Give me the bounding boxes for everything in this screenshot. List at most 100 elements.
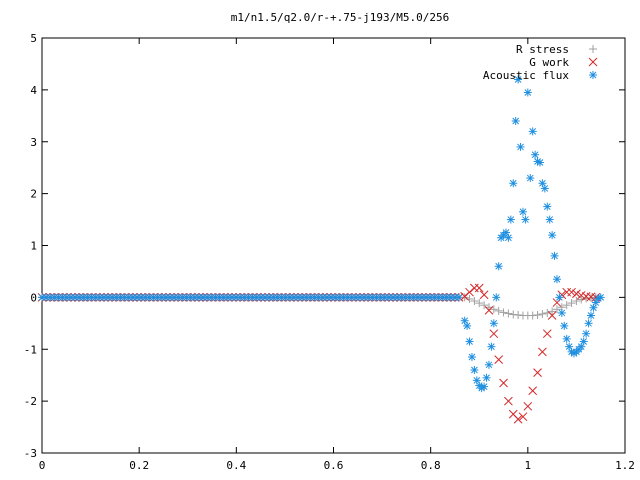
point-star	[596, 293, 605, 302]
point-plus	[548, 307, 557, 316]
point-star	[535, 158, 544, 167]
point-plus	[475, 299, 484, 308]
point-star	[463, 321, 472, 330]
point-cross	[533, 368, 542, 377]
x-tick-label: 0.2	[129, 459, 149, 472]
point-star	[480, 382, 489, 391]
point-plus	[494, 306, 503, 315]
legend-marker-star	[589, 71, 597, 79]
point-plus	[470, 297, 479, 306]
point-cross	[528, 386, 538, 396]
data-marks	[37, 75, 605, 424]
point-star	[470, 366, 479, 374]
x-tick-label: 1.2	[615, 459, 635, 472]
point-star	[584, 319, 593, 328]
point-cross	[518, 412, 528, 422]
point-cross	[484, 305, 494, 315]
point-cross	[494, 355, 504, 364]
point-plus	[504, 309, 513, 318]
point-star	[523, 88, 532, 97]
point-star	[562, 334, 571, 343]
point-star	[528, 127, 537, 136]
point-plus	[509, 310, 518, 319]
point-plus	[460, 293, 469, 302]
point-cross	[465, 287, 474, 297]
point-star	[516, 142, 525, 151]
point-star	[518, 207, 527, 216]
point-star	[484, 360, 493, 369]
x-tick-label: 0.8	[421, 459, 441, 472]
point-star	[504, 233, 513, 242]
point-cross	[538, 347, 547, 357]
point-plus	[572, 297, 581, 306]
point-star	[509, 179, 518, 188]
point-star	[543, 202, 552, 211]
point-cross	[489, 329, 499, 339]
legend-marker-cross	[588, 57, 598, 67]
axes: 0 0.2 0.4 0.6 0.8 1 1.2 -3 -2 -1 0 1 2 3 4 5	[24, 32, 635, 472]
x-tick-label: 0	[39, 459, 46, 472]
point-plus	[552, 305, 561, 314]
point-star	[465, 337, 474, 346]
point-plus	[567, 299, 576, 308]
y-tick-label: -2	[24, 395, 37, 408]
point-plus	[562, 301, 571, 310]
point-star	[582, 329, 591, 338]
y-tick-label: 4	[30, 84, 37, 97]
point-star	[560, 321, 569, 330]
point-cross	[567, 287, 576, 297]
point-cross	[513, 414, 523, 424]
point-star	[579, 337, 588, 346]
point-cross	[460, 291, 470, 301]
y-tick-label: -3	[24, 447, 37, 460]
point-cross	[572, 289, 581, 299]
x-tick-label: 0.4	[226, 459, 246, 472]
point-star	[550, 251, 559, 260]
point-cross	[470, 283, 479, 293]
point-star	[555, 293, 564, 302]
point-star	[467, 353, 476, 362]
point-star-baseline	[248, 293, 257, 302]
point-cross	[523, 401, 533, 411]
y-tick-label: 0	[30, 291, 37, 304]
point-cross	[547, 311, 557, 320]
y-tick-label: 1	[30, 240, 37, 253]
point-star	[489, 319, 498, 328]
y-tick-label: 2	[30, 188, 37, 201]
point-cross	[542, 329, 552, 339]
point-star	[552, 275, 561, 284]
x-tick-label: 0.6	[324, 459, 344, 472]
point-plus	[528, 311, 537, 320]
point-star	[487, 342, 496, 351]
legend-label: R stress	[516, 43, 569, 56]
point-cross	[504, 396, 513, 406]
plot-frame	[41, 37, 626, 454]
point-star	[586, 311, 595, 320]
point-cross	[479, 290, 489, 300]
point-star	[514, 75, 523, 84]
x-tick-label: 1	[525, 459, 532, 472]
point-star	[545, 215, 554, 224]
point-plus	[533, 311, 542, 320]
point-star	[548, 231, 557, 240]
point-star	[531, 150, 540, 159]
point-plus	[538, 309, 547, 318]
legend-label: G work	[529, 56, 569, 69]
point-plus	[514, 311, 523, 320]
point-star	[557, 308, 566, 317]
point-star	[540, 184, 549, 193]
point-star	[521, 215, 530, 224]
point-star	[511, 117, 520, 125]
point-cross	[499, 378, 508, 388]
y-tick-label: 3	[30, 136, 37, 149]
point-plus	[499, 308, 508, 317]
point-plus	[489, 305, 498, 314]
y-tick-label: 5	[30, 32, 37, 45]
point-star	[494, 262, 503, 271]
legend-label: Acoustic flux	[483, 69, 569, 82]
point-cross	[474, 283, 484, 293]
point-star	[506, 215, 515, 224]
point-plus	[480, 301, 489, 310]
